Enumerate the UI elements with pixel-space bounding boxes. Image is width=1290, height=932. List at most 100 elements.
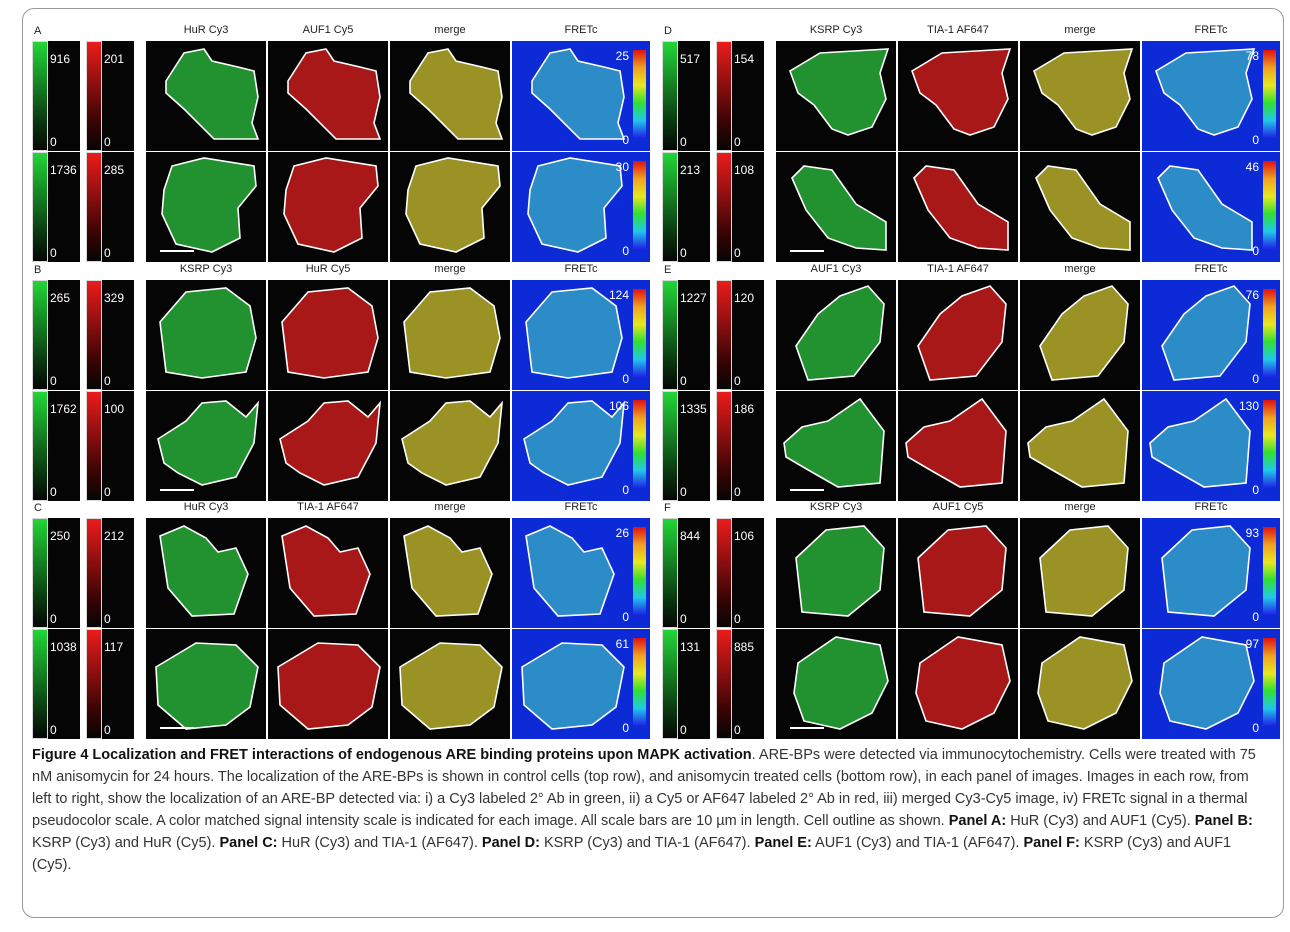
- green-scale-gradient: [32, 629, 48, 739]
- red-scale-max: 885: [734, 640, 755, 654]
- cell-signal: [522, 643, 624, 729]
- cell-signal: [918, 526, 1006, 616]
- cell-signal: [528, 158, 622, 252]
- fretc-scale-max: 106: [608, 399, 629, 413]
- fretc-scale-max: 46: [1245, 160, 1259, 174]
- cy3-image-drawing: [789, 48, 890, 136]
- cell-outline: [793, 636, 889, 730]
- cell-outline: [403, 287, 501, 379]
- scale-frame: [86, 41, 102, 151]
- caption-title: Figure 4 Localization and FRET interacti…: [32, 747, 752, 763]
- red-scale-gradient: [716, 41, 732, 151]
- control-row: 517 0 154 0 78 0: [662, 41, 1290, 151]
- merge-image: [390, 391, 510, 501]
- cy3-image: [776, 152, 896, 262]
- cell-outline: [1161, 285, 1251, 381]
- column-header: AUF1 Cy3: [810, 263, 862, 275]
- cell-outline: [157, 400, 260, 486]
- cell-signal: [796, 526, 884, 616]
- cell-outline: [405, 157, 501, 253]
- anisomycin-row: 1736 0 285 0 30 0: [32, 152, 660, 262]
- cell-signal: [1150, 399, 1250, 487]
- column-header: merge: [434, 24, 466, 36]
- fretc-drawing: [525, 525, 615, 617]
- green-intensity-scale: 265 0: [32, 280, 80, 390]
- panel-c: C HuR Cy3 TIA-1 AF647 merge FRETc 250 0 212 0 26 0…: [32, 501, 660, 739]
- scale-bar: [160, 250, 194, 252]
- green-intensity-scale: 1736 0: [32, 152, 80, 262]
- panel-a: A HuR Cy3 AUF1 Cy5 merge FRETc 916 0 201 0 25 0 173…: [32, 24, 660, 262]
- fretc-drawing: [1161, 525, 1251, 617]
- cy3-image: [146, 518, 266, 628]
- fretc-scale-min: 0: [622, 372, 629, 386]
- red-scale-gradient: [716, 280, 732, 390]
- column-header: FRETc: [564, 24, 598, 36]
- cy3-image: [146, 152, 266, 262]
- anisomycin-row: 1038 0 117 0 61 0: [32, 629, 660, 739]
- scale-frame: [86, 518, 102, 628]
- red-scale-min: 0: [734, 246, 741, 260]
- fretc-color-scale: [1263, 527, 1276, 615]
- green-scale-min: 0: [680, 723, 687, 737]
- scale-frame: [32, 391, 48, 501]
- cell-signal: [402, 401, 502, 485]
- cy3-image: [146, 391, 266, 501]
- column-header: KSRP Cy3: [179, 263, 233, 275]
- merge-image: [390, 518, 510, 628]
- cell-outline: [915, 636, 1011, 730]
- fretc-scale-min: 0: [1252, 483, 1259, 497]
- column-header: FRETc: [1194, 24, 1228, 36]
- green-intensity-scale: 250 0: [32, 518, 80, 628]
- green-scale-gradient: [662, 391, 678, 501]
- red-intensity-scale: 120 0: [716, 280, 764, 390]
- panel-letter: E: [664, 264, 672, 276]
- cy5-image: [898, 41, 1018, 151]
- cell-outline: [525, 287, 623, 379]
- cy5-image-drawing: [911, 48, 1012, 136]
- fretc-image: 78 0: [1142, 41, 1280, 151]
- cell-outline: [905, 397, 1007, 488]
- green-intensity-scale: 517 0: [662, 41, 710, 151]
- cy5-image: [898, 152, 1018, 262]
- cy5-image-drawing: [279, 400, 382, 486]
- cell-signal: [906, 399, 1006, 487]
- fretc-drawing: [527, 157, 623, 253]
- red-scale-min: 0: [104, 485, 111, 499]
- merge-image: [390, 629, 510, 739]
- cell-signal: [1034, 49, 1132, 135]
- column-header: FRETc: [1194, 501, 1228, 513]
- cy3-image-drawing: [791, 165, 887, 251]
- caption-panel-b-label: Panel B:: [1194, 813, 1253, 829]
- red-scale-min: 0: [734, 374, 741, 388]
- green-scale-min: 0: [680, 374, 687, 388]
- fretc-image: 76 0: [1142, 280, 1280, 390]
- cell-outline: [401, 400, 504, 486]
- fretc-color-scale: [633, 50, 646, 138]
- cell-outline: [281, 287, 379, 379]
- cy3-image-drawing: [783, 397, 885, 488]
- fretc-drawing: [525, 287, 623, 379]
- red-scale-gradient: [86, 41, 102, 151]
- fretc-scale-min: 0: [622, 133, 629, 147]
- column-header: FRETc: [564, 501, 598, 513]
- red-scale-gradient: [86, 280, 102, 390]
- green-scale-min: 0: [680, 612, 687, 626]
- cy5-image-drawing: [283, 157, 379, 253]
- green-intensity-scale: 131 0: [662, 629, 710, 739]
- scale-frame: [662, 518, 678, 628]
- scale-frame: [32, 41, 48, 151]
- cell-signal: [914, 166, 1008, 250]
- fretc-drawing: [523, 400, 626, 486]
- scale-frame: [716, 152, 732, 262]
- merge-image-drawing: [403, 287, 501, 379]
- fretc-scale-min: 0: [622, 483, 629, 497]
- red-scale-max: 106: [734, 529, 755, 543]
- fretc-scale-max: 93: [1245, 526, 1259, 540]
- cy3-image: [776, 629, 896, 739]
- cy5-image: [268, 280, 388, 390]
- red-scale-min: 0: [734, 612, 741, 626]
- figure-caption: Figure 4 Localization and FRET interacti…: [32, 744, 1268, 876]
- cy5-image: [898, 629, 1018, 739]
- red-scale-max: 285: [104, 163, 125, 177]
- scale-frame: [662, 280, 678, 390]
